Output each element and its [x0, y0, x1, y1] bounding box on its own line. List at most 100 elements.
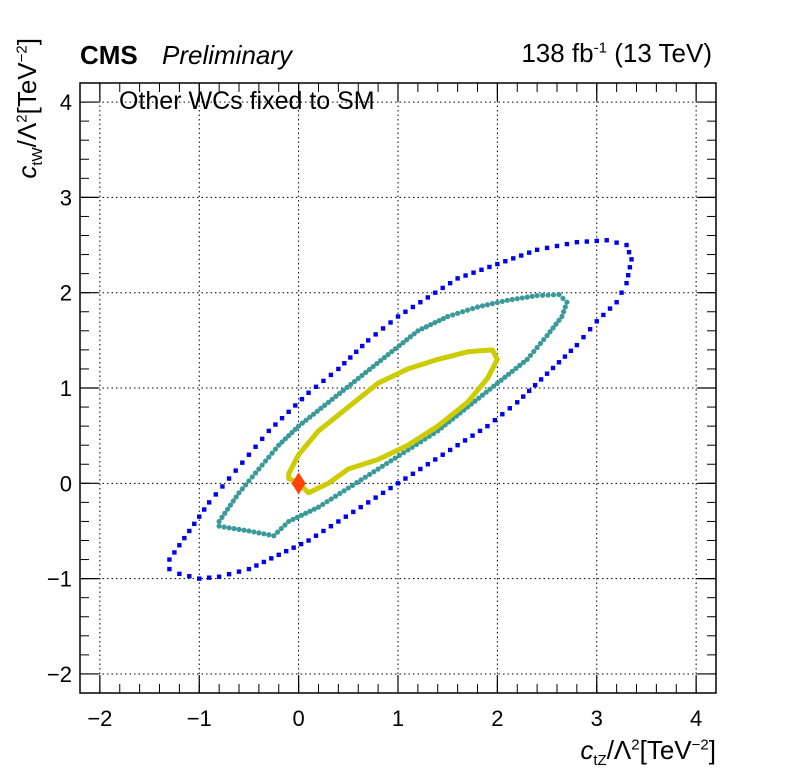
contour-point: [340, 387, 346, 393]
contour-point: [479, 267, 484, 273]
contour-point: [462, 438, 468, 443]
contour-point: [403, 309, 408, 314]
contour-point: [627, 265, 633, 270]
contour-point: [544, 371, 550, 376]
contour-point: [534, 292, 540, 299]
contour-point: [495, 261, 500, 267]
contour-point: [514, 296, 520, 302]
contour-point: [307, 414, 313, 420]
contour-point: [614, 240, 619, 245]
contour-dots-0: [167, 238, 634, 581]
contour-point: [541, 336, 547, 343]
minor-ticks: [79, 82, 717, 694]
contour-point: [266, 428, 272, 434]
contour-point: [167, 557, 172, 562]
contour-point: [489, 301, 496, 307]
contour-point: [601, 312, 606, 318]
contour-point: [470, 433, 475, 438]
contour-point: [286, 518, 292, 525]
contour-point: [290, 516, 296, 522]
contour-point: [318, 405, 324, 411]
y-tick-label: −1: [47, 567, 72, 592]
contour-point: [230, 498, 236, 504]
contour-point: [371, 469, 377, 475]
x-sq: 2: [631, 736, 640, 754]
contour-point: [396, 343, 402, 349]
best-fit-marker: [291, 472, 306, 495]
contour-point: [272, 446, 279, 452]
contour-point: [380, 490, 386, 496]
y-sq: 2: [13, 114, 31, 123]
contour-point: [216, 523, 222, 529]
contour-point: [401, 450, 407, 456]
contour-point: [222, 510, 228, 516]
contour-point: [534, 344, 540, 351]
contour-point: [494, 299, 500, 306]
contour-point: [358, 504, 363, 510]
contour-point: [324, 499, 330, 505]
contour-point: [246, 478, 252, 484]
contour-point: [531, 348, 537, 355]
contour-point: [274, 529, 281, 535]
contour-point: [373, 495, 378, 500]
contour-point: [381, 355, 387, 361]
contour-point: [373, 332, 378, 337]
contour-point: [447, 447, 453, 453]
x-tick-label: −2: [87, 706, 112, 731]
contour-point: [405, 447, 411, 453]
contour-point: [307, 508, 313, 514]
contour-point: [233, 494, 239, 500]
contour-point: [574, 342, 580, 348]
contour-point: [221, 524, 227, 530]
contour-point: [289, 429, 295, 436]
x-var-sub: tZ: [593, 752, 607, 770]
contour-point: [509, 296, 515, 303]
contour-point: [261, 531, 267, 537]
contour-point: [559, 313, 565, 320]
contour-point: [403, 476, 408, 481]
contour-point: [380, 326, 386, 331]
annotation-text: Other WCs fixed to SM: [119, 87, 375, 115]
contour-point: [395, 481, 401, 486]
x-unit: [TeV: [639, 735, 692, 765]
contour-point: [261, 559, 267, 565]
contour-point: [527, 352, 534, 359]
contour-point: [359, 372, 365, 379]
contour-point: [273, 422, 278, 427]
contour-point: [299, 396, 305, 402]
contour-point: [213, 492, 219, 497]
contour-point: [624, 242, 629, 248]
cms-label: CMS: [80, 40, 138, 70]
contour-point: [269, 450, 275, 456]
contour-point: [388, 485, 393, 491]
contour-point: [553, 321, 559, 327]
contour-point: [550, 365, 556, 371]
energy-label: (13 TeV): [614, 38, 712, 68]
contour-point: [425, 462, 431, 467]
contour-point: [500, 412, 505, 417]
contour-point: [367, 471, 373, 478]
contour-point: [314, 408, 320, 414]
contour-point: [388, 320, 393, 325]
contour-point: [360, 343, 365, 349]
x-tick-label: 4: [690, 706, 702, 731]
contour-point: [298, 541, 304, 547]
contour-point: [292, 426, 298, 432]
contour-point: [491, 383, 497, 389]
contour-point: [344, 384, 350, 391]
contour-point: [282, 436, 288, 442]
x-tick-label: −1: [187, 706, 212, 731]
x-axis-title: ctZ/Λ2[TeV−2]: [580, 735, 716, 769]
contour-point: [517, 362, 523, 368]
contour-point: [365, 338, 371, 343]
contour-point: [303, 417, 309, 423]
contour-point: [440, 315, 447, 322]
contour-point: [626, 249, 632, 255]
contour-point: [226, 525, 232, 531]
contour-point: [341, 488, 347, 494]
contour-point: [259, 436, 265, 442]
contour-point: [507, 406, 512, 411]
contour-point: [271, 533, 277, 539]
